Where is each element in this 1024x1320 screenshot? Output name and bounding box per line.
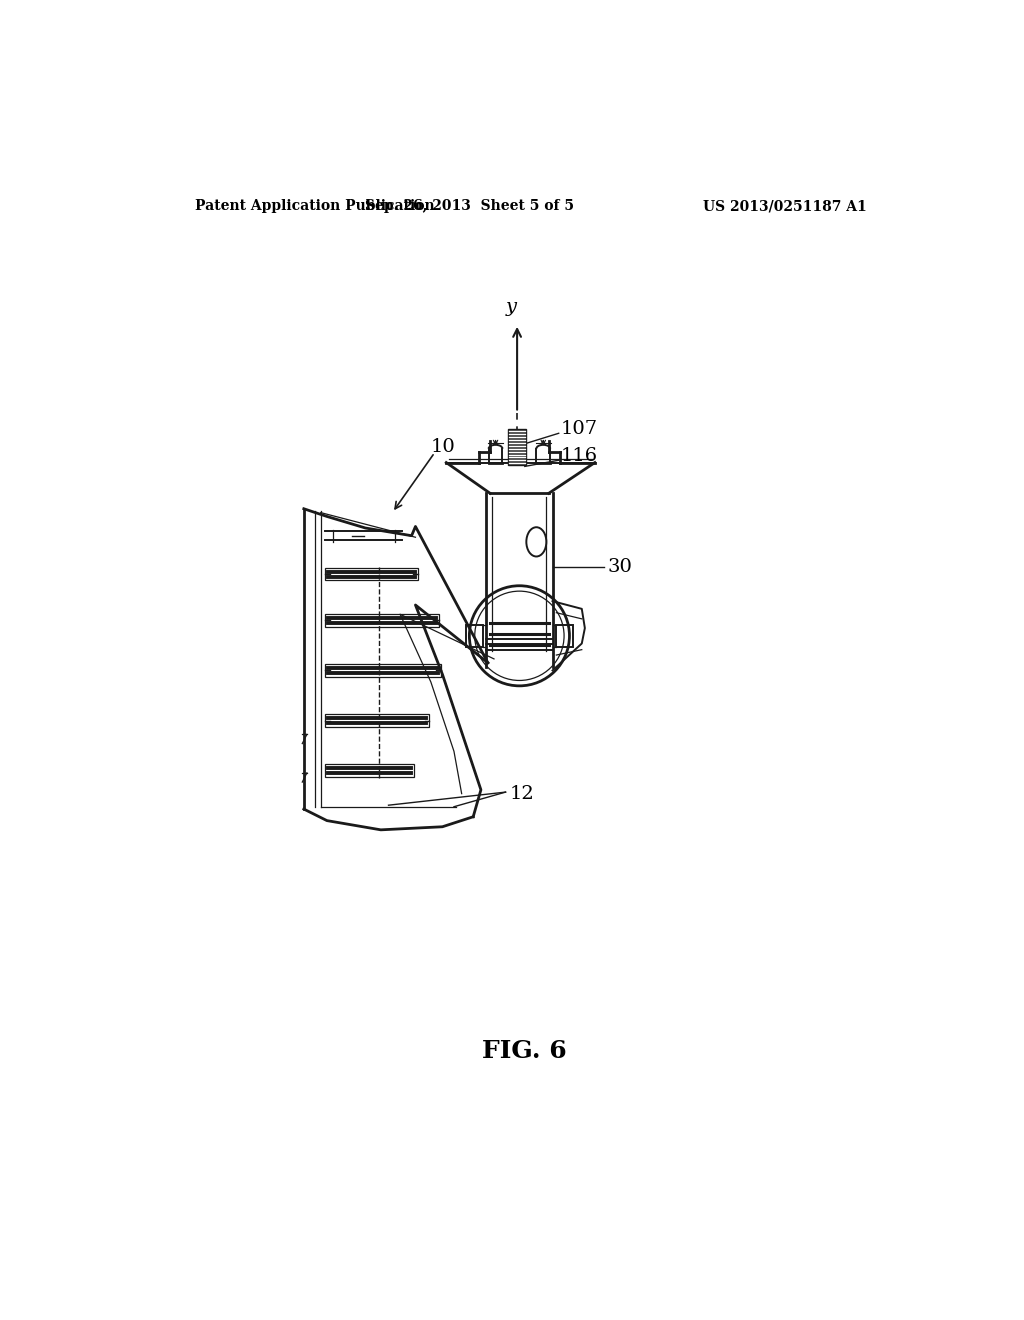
Bar (508, 429, 526, 465)
Text: US 2013/0251187 A1: US 2013/0251187 A1 (703, 199, 867, 213)
Text: Patent Application Publication: Patent Application Publication (196, 199, 435, 213)
Bar (466, 626, 483, 647)
Text: y: y (506, 298, 516, 315)
Bar (326, 614, 439, 627)
Text: 10: 10 (431, 438, 456, 457)
Bar (556, 626, 572, 647)
Bar (326, 714, 429, 726)
Bar (326, 764, 414, 776)
Text: FIG. 6: FIG. 6 (482, 1039, 567, 1063)
Text: Sep. 26, 2013  Sheet 5 of 5: Sep. 26, 2013 Sheet 5 of 5 (366, 199, 574, 213)
Text: 116: 116 (560, 447, 597, 466)
Text: 107: 107 (560, 421, 597, 438)
Bar (326, 568, 418, 581)
Bar (326, 664, 441, 677)
Text: 12: 12 (509, 784, 535, 803)
Text: 30: 30 (608, 557, 633, 576)
